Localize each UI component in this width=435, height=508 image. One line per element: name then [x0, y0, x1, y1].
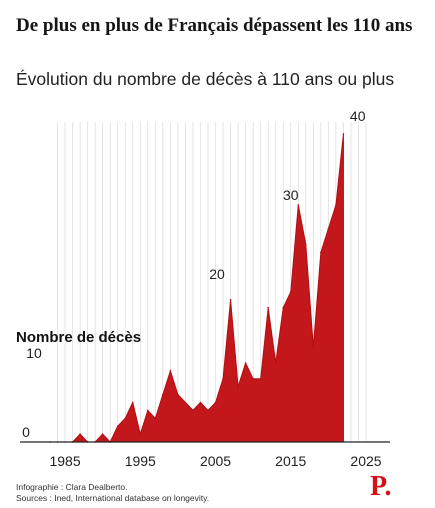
x-tick-label: 1995: [125, 453, 156, 469]
x-tick-label: 2015: [275, 453, 306, 469]
y-axis-label: Nombre de décès: [16, 329, 141, 346]
data-point: [169, 370, 172, 372]
data-point: [192, 409, 194, 412]
data-point: [101, 433, 104, 435]
data-point: [289, 291, 292, 293]
y-tick-label: 10: [26, 345, 42, 361]
data-point: [79, 433, 81, 435]
data-point: [229, 299, 232, 301]
y-tick-label: 40: [350, 108, 366, 124]
y-tick-label: 20: [209, 266, 225, 282]
data-point: [116, 425, 119, 428]
x-tick-label: 1985: [49, 453, 80, 469]
data-point: [327, 227, 330, 230]
data-point: [305, 243, 307, 246]
data-point: [297, 204, 300, 206]
sources-text: Sources : Ined, International database o…: [16, 493, 210, 503]
data-point: [237, 385, 239, 388]
data-point: [154, 417, 157, 420]
data-point: [184, 401, 187, 404]
data-point: [147, 409, 149, 412]
y-tick-label: 30: [283, 187, 299, 203]
credit-text: Infographie : Clara Dealberto.: [16, 482, 128, 492]
data-point: [199, 401, 202, 404]
x-tick-label: 2025: [350, 453, 381, 469]
data-point: [320, 251, 322, 254]
data-point: [252, 378, 254, 380]
data-point: [139, 433, 142, 435]
footer: Infographie : Clara Dealberto. Sources :…: [16, 482, 209, 504]
chart-subtitle: Évolution du nombre de décès à 110 ans o…: [16, 69, 395, 89]
data-point: [222, 378, 224, 380]
data-point: [177, 393, 179, 396]
data-point: [274, 362, 277, 364]
data-point: [282, 306, 285, 309]
data-point: [267, 306, 269, 309]
data-point: [342, 133, 345, 135]
le-point-logo: P.: [370, 471, 392, 502]
data-point: [259, 378, 262, 380]
x-tick-label: 2005: [200, 453, 231, 469]
y-tick-label: 0: [22, 424, 30, 440]
data-point: [244, 362, 247, 364]
data-point: [312, 346, 315, 349]
data-point: [162, 393, 164, 396]
data-point: [214, 401, 217, 404]
data-point: [131, 401, 134, 404]
series-area: [50, 133, 344, 443]
chart-title: De plus en plus de Français dépassent le…: [16, 15, 413, 36]
data-point: [335, 204, 337, 206]
data-point: [124, 417, 127, 420]
data-point: [207, 409, 209, 412]
